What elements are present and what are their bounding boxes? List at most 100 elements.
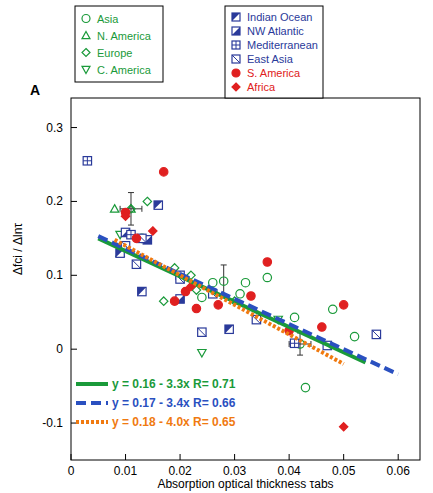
x-tick-label: 0.05 bbox=[332, 464, 356, 478]
marker-shape bbox=[232, 69, 240, 77]
marker bbox=[160, 168, 168, 176]
x-tick bbox=[180, 454, 181, 460]
marker bbox=[192, 304, 200, 312]
marker-shape bbox=[154, 201, 162, 209]
x-tick bbox=[71, 454, 72, 460]
marker bbox=[82, 32, 90, 39]
legend-label: N. America bbox=[97, 30, 152, 42]
marker-shape bbox=[263, 273, 271, 281]
marker bbox=[160, 297, 168, 305]
legend-label: y = 0.17 - 3.4x R= 0.66 bbox=[112, 396, 236, 410]
marker bbox=[290, 313, 298, 321]
marker-shape bbox=[290, 313, 298, 321]
legend-label: S. America bbox=[247, 67, 301, 79]
marker-shape bbox=[198, 293, 206, 301]
legend-line bbox=[76, 420, 108, 424]
y-tick-label: 0.1 bbox=[46, 268, 63, 282]
error-cap bbox=[289, 341, 290, 347]
marker-shape bbox=[329, 305, 337, 313]
marker bbox=[82, 49, 90, 57]
error-cap bbox=[221, 264, 227, 265]
legend-label: Indian Ocean bbox=[247, 11, 312, 23]
y-tick-label: -0.1 bbox=[42, 416, 63, 430]
marker-shape bbox=[83, 157, 91, 165]
marker bbox=[263, 258, 271, 266]
legend-label: Mediterranean bbox=[247, 39, 318, 51]
marker-shape bbox=[232, 55, 240, 63]
marker bbox=[232, 13, 240, 21]
x-tick-label: 0.04 bbox=[277, 464, 301, 478]
legend: AsiaN. AmericaEuropeC. America bbox=[75, 6, 163, 82]
marker bbox=[149, 227, 157, 235]
marker bbox=[232, 27, 240, 35]
marker bbox=[132, 234, 140, 242]
marker-shape bbox=[132, 234, 140, 242]
marker-shape bbox=[170, 297, 178, 305]
x-tick-label: 0.02 bbox=[168, 464, 192, 478]
marker bbox=[82, 66, 90, 73]
marker bbox=[232, 41, 240, 49]
marker bbox=[350, 332, 358, 340]
marker-shape bbox=[121, 212, 129, 220]
y-tick-label: 0 bbox=[56, 342, 63, 356]
marker-line bbox=[232, 55, 240, 63]
marker-shape bbox=[192, 304, 200, 312]
error-cap bbox=[120, 206, 121, 212]
y-tick bbox=[71, 201, 77, 202]
legend-label: NW Atlantic bbox=[247, 25, 304, 37]
marker-shape bbox=[232, 41, 240, 49]
marker bbox=[132, 260, 140, 268]
marker-fill bbox=[232, 13, 240, 21]
marker bbox=[247, 292, 255, 300]
legend-label: East Asia bbox=[247, 53, 294, 65]
marker bbox=[219, 277, 227, 285]
marker bbox=[170, 297, 178, 305]
marker bbox=[83, 157, 91, 165]
marker-shape bbox=[149, 227, 157, 235]
marker-shape bbox=[339, 301, 347, 309]
marker-shape bbox=[138, 287, 146, 295]
marker-fill bbox=[138, 287, 146, 295]
error-cap bbox=[128, 225, 134, 226]
marker-shape bbox=[232, 27, 240, 35]
marker bbox=[198, 350, 206, 358]
legend-line bbox=[76, 401, 108, 405]
marker-shape bbox=[372, 330, 380, 338]
chart: 00.010.020.030.040.050.06-0.100.10.20.3A… bbox=[0, 0, 433, 493]
marker-shape bbox=[236, 290, 244, 298]
error-cap bbox=[141, 206, 142, 212]
x-tick bbox=[125, 454, 126, 460]
marker bbox=[121, 212, 129, 220]
marker bbox=[198, 328, 206, 336]
marker bbox=[214, 301, 222, 309]
marker-shape bbox=[318, 323, 326, 331]
marker bbox=[290, 339, 298, 347]
marker bbox=[138, 287, 146, 295]
marker-line bbox=[132, 260, 140, 268]
marker bbox=[110, 205, 118, 213]
marker-fill bbox=[232, 27, 240, 35]
marker-shape bbox=[232, 13, 240, 21]
marker-line bbox=[232, 45, 240, 46]
marker bbox=[82, 15, 90, 23]
marker-shape bbox=[143, 197, 151, 205]
marker bbox=[232, 69, 240, 77]
y-tick bbox=[71, 349, 77, 350]
marker bbox=[339, 301, 347, 309]
x-tick-label: 0.06 bbox=[387, 464, 411, 478]
x-tick bbox=[398, 454, 399, 460]
marker bbox=[236, 290, 244, 298]
marker-line bbox=[198, 328, 206, 336]
marker bbox=[154, 201, 162, 209]
marker bbox=[232, 55, 240, 63]
data-group bbox=[83, 157, 398, 431]
plot-frame bbox=[71, 98, 420, 460]
legend-label: y = 0.18 - 4.0x R= 0.65 bbox=[112, 415, 236, 429]
marker-shape bbox=[160, 297, 168, 305]
marker-shape bbox=[160, 168, 168, 176]
y-tick bbox=[71, 127, 77, 128]
marker bbox=[339, 423, 347, 431]
marker bbox=[318, 323, 326, 331]
x-axis-label: Absorption optical thickness τabs bbox=[157, 477, 333, 491]
marker-shape bbox=[214, 301, 222, 309]
